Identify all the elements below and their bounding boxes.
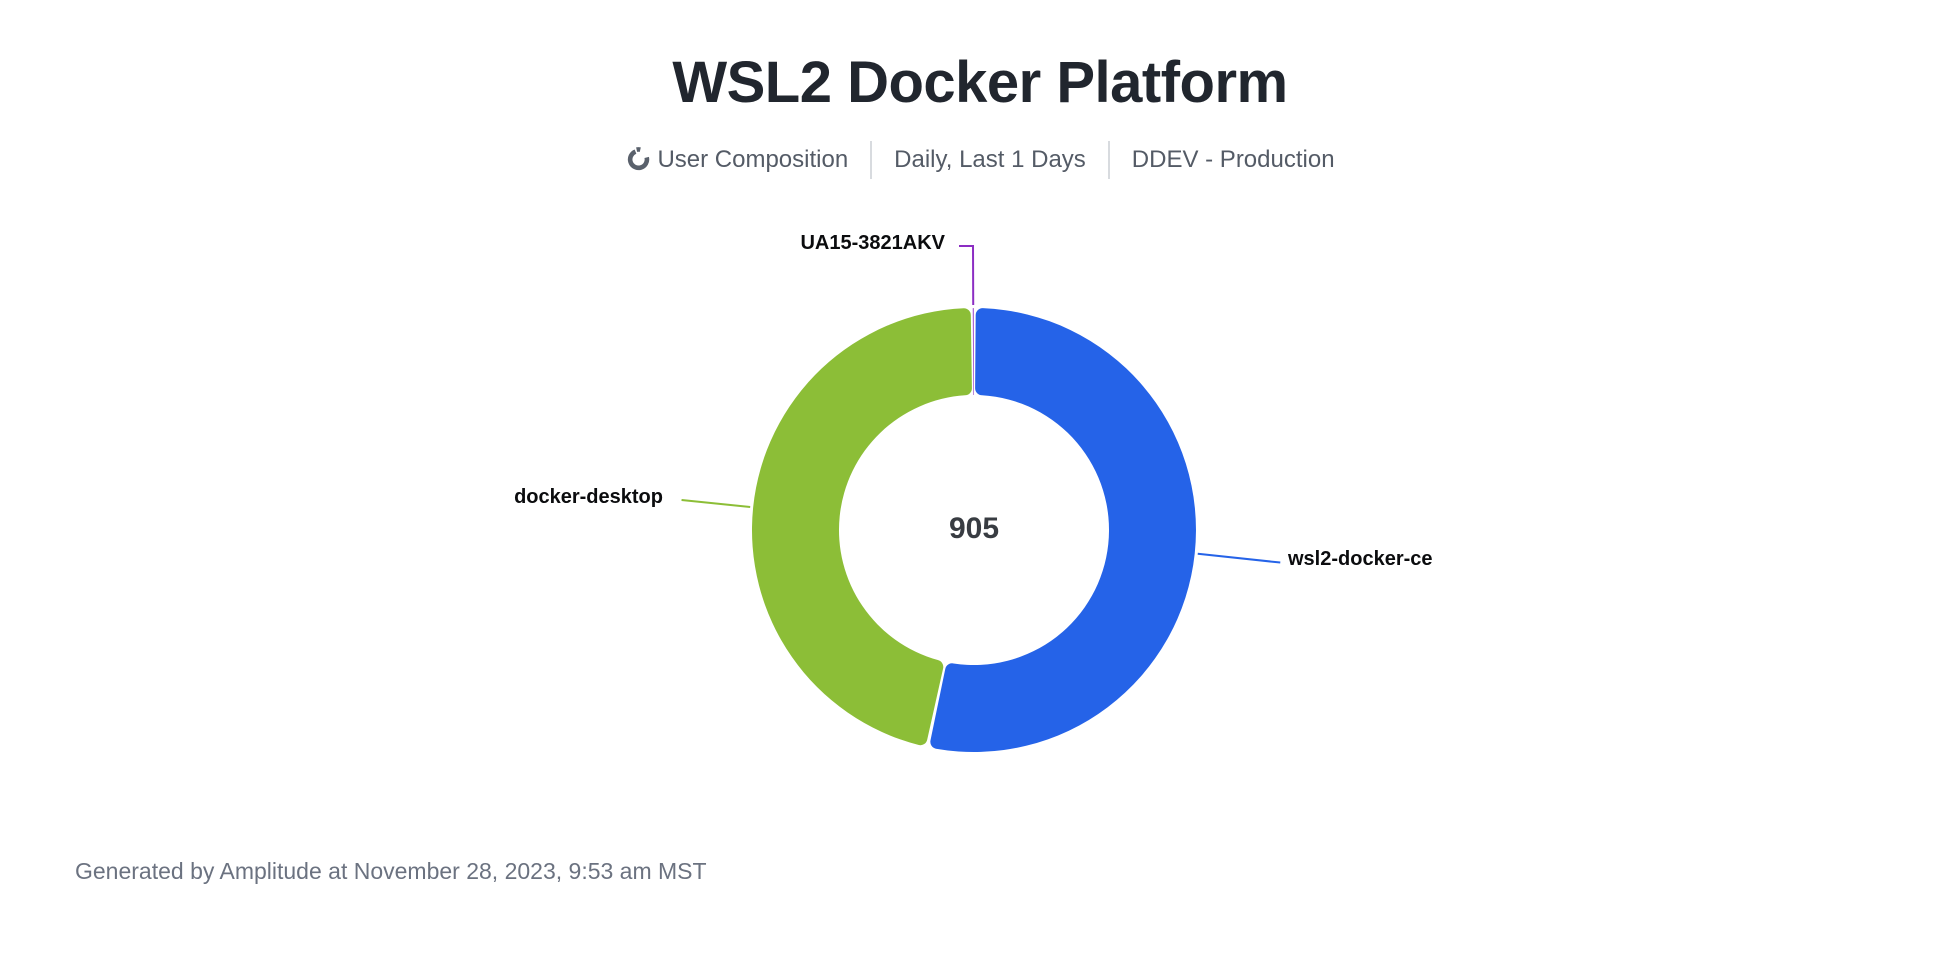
attribution-text: Generated by Amplitude at November 28, 2… [75,858,707,884]
chart-type-item: User Composition [625,146,848,174]
donut-slice-docker-desktop[interactable] [751,308,972,746]
chart-meta-row: User Composition Daily, Last 1 Days DDEV… [0,140,1960,179]
chart-type-label: User Composition [657,145,849,173]
leader-line-docker-desktop [681,498,751,508]
meta-separator [870,140,873,179]
report-header: WSL2 Docker Platform User Composition Da… [0,0,1960,179]
slice-label-ua15-3821akv: UA15-3821AKV [800,232,945,254]
donut-chart-icon [628,147,650,171]
donut-slice-wsl2-docker-ce[interactable] [930,308,1196,752]
project-label: DDEV - Production [1131,145,1335,173]
leader-line-wsl2-docker-ce [1197,552,1281,564]
slice-label-docker-desktop: docker-desktop [514,486,663,508]
meta-separator [1107,140,1110,179]
slice-label-wsl2-docker-ce: wsl2-docker-ce [1288,548,1433,570]
donut-center-total: 905 [948,512,1000,545]
date-range-label: Daily, Last 1 Days [894,145,1086,173]
chart-title: WSL2 Docker Platform [672,50,1288,115]
leader-line-UA15-3821AKV [959,245,975,306]
donut-slice-UA15-3821AKV[interactable] [972,308,974,395]
